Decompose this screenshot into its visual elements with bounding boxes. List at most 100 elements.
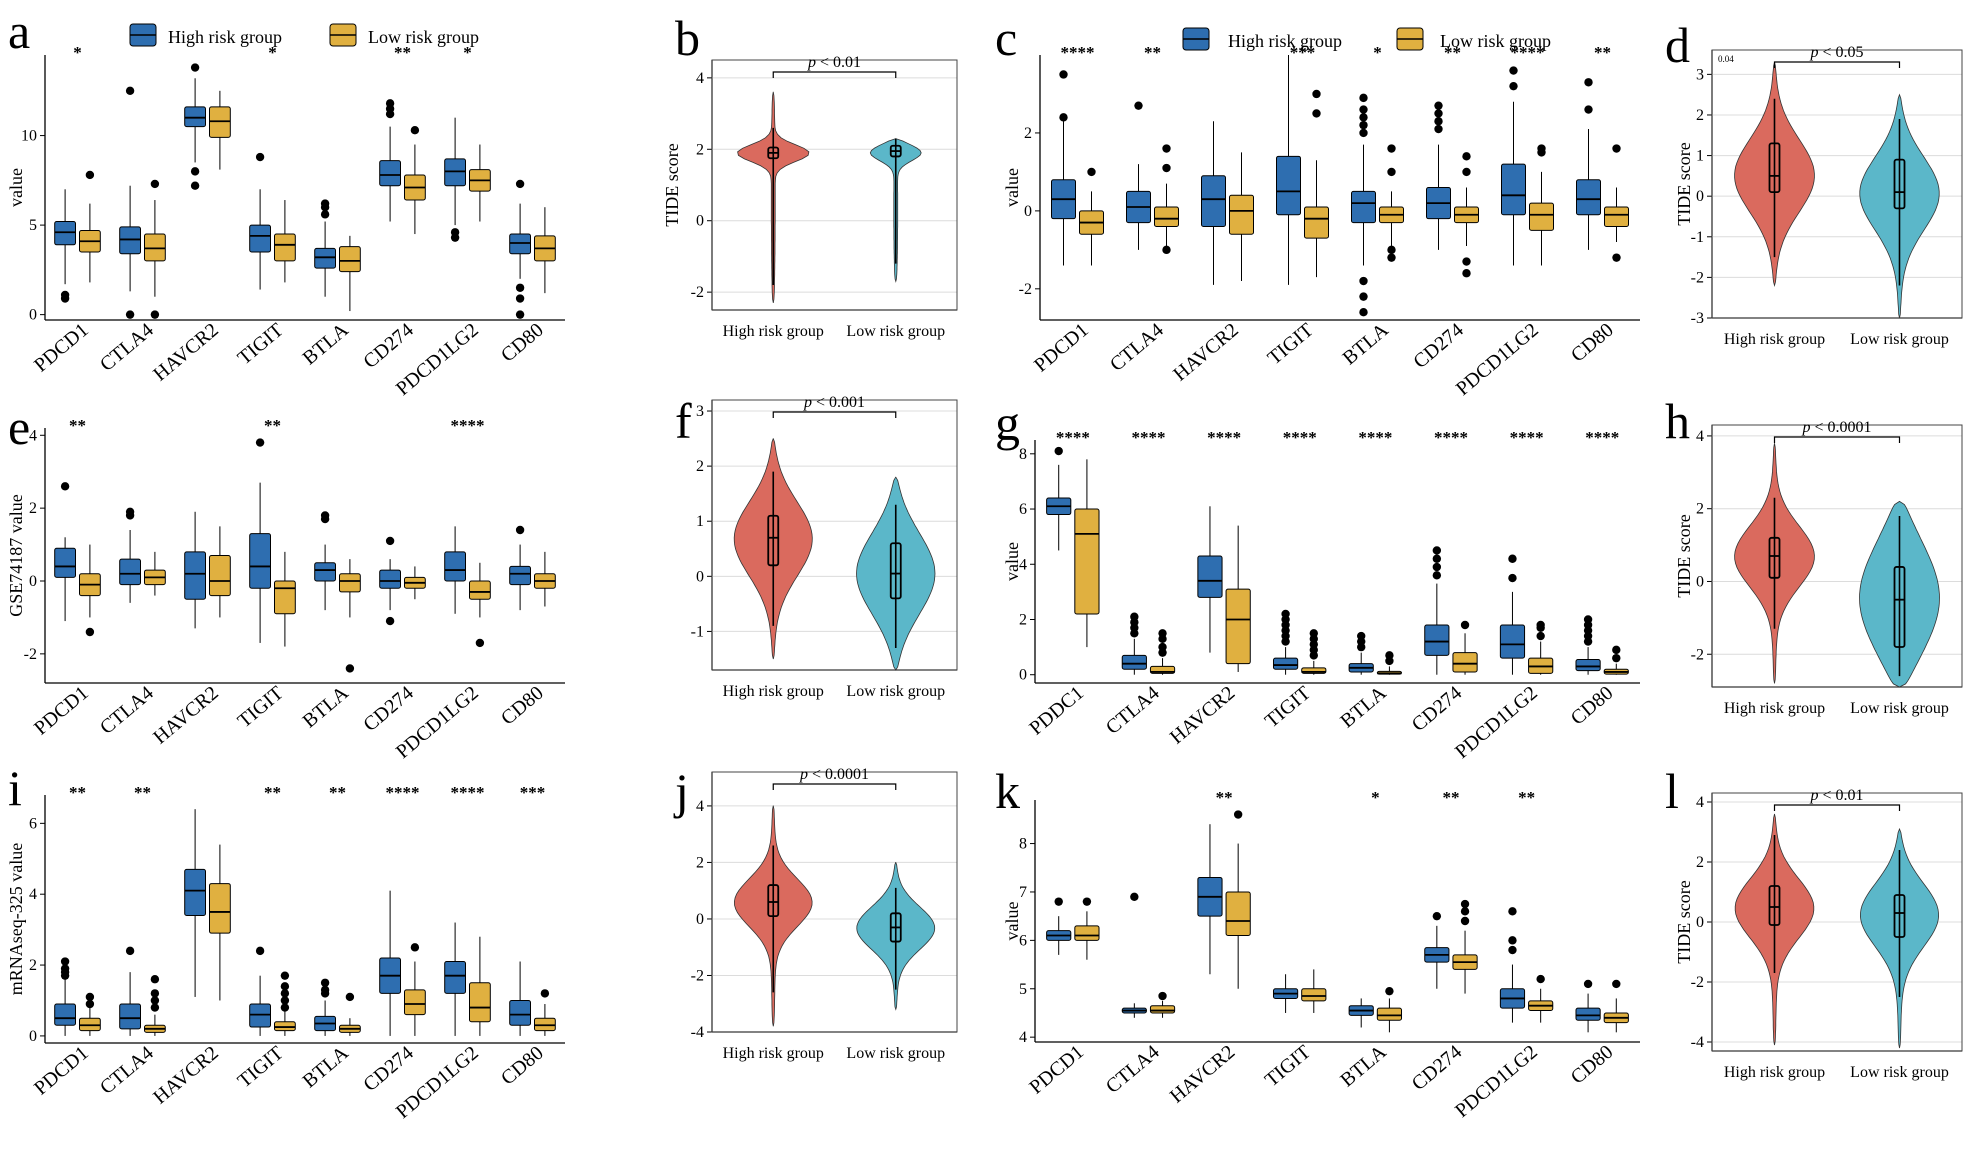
y-tick-label: -2 — [24, 646, 37, 663]
box-iqr — [119, 558, 141, 586]
x-category-label: High risk group — [723, 1045, 824, 1062]
y-tick-label: -2 — [1691, 646, 1704, 663]
outlier-point — [1612, 653, 1621, 663]
low-risk-box — [79, 170, 101, 283]
box-iqr — [339, 573, 361, 593]
box-iqr — [1575, 1007, 1601, 1021]
y-tick-label: 4 — [696, 70, 704, 87]
high-risk-violin — [1734, 443, 1815, 684]
box-iqr — [1501, 163, 1526, 216]
outlier-point — [1130, 612, 1139, 621]
outlier-point — [1434, 101, 1443, 110]
pvalue-label: p < 0.01 — [807, 54, 861, 71]
box-iqr — [1154, 206, 1179, 227]
x-category-label: CD80 — [1567, 1041, 1618, 1089]
plot-frame — [1711, 792, 1963, 1052]
high-risk-box — [1499, 907, 1526, 1023]
outlier-point — [1537, 144, 1546, 153]
box-iqr — [274, 580, 296, 615]
low-risk-box — [469, 562, 491, 648]
significance-label: **** — [1510, 428, 1544, 447]
violin-iqr-box — [1768, 536, 1781, 579]
y-axis-title: mRNAseq-325 value — [6, 843, 26, 995]
outlier-point — [190, 167, 200, 176]
legend-label-low: Low risk group — [368, 27, 479, 47]
outlier-point — [1460, 907, 1470, 916]
outlier-point — [1509, 81, 1518, 91]
high-risk-box — [1272, 609, 1299, 675]
panel-letter-l: l — [1665, 763, 1679, 819]
x-category-label: CD274 — [359, 1042, 417, 1096]
outlier-point — [540, 989, 550, 998]
low-risk-box — [1452, 899, 1478, 994]
outlier-point — [280, 996, 290, 1005]
high-risk-box — [1046, 446, 1072, 551]
y-tick-label: 5 — [1019, 981, 1027, 998]
pvalue-bracket — [772, 411, 897, 418]
box-iqr — [1074, 925, 1100, 941]
high-risk-box — [249, 152, 271, 290]
low-risk-violin — [1859, 93, 1940, 319]
corner-note: 0.04 — [1718, 54, 1734, 64]
high-risk-box — [1426, 101, 1451, 250]
y-axis-title: value — [1002, 542, 1022, 581]
low-risk-box — [1074, 459, 1100, 648]
box-iqr — [1149, 1005, 1176, 1014]
y-tick-label: 6 — [1019, 501, 1027, 518]
low-risk-box — [404, 126, 426, 235]
x-category-label: CD274 — [359, 319, 417, 373]
y-tick-label: 4 — [29, 427, 37, 444]
y-tick-label: 3 — [696, 403, 704, 420]
box-iqr — [54, 1003, 76, 1026]
x-category-label: CTLA4 — [96, 1042, 158, 1099]
high-risk-box — [54, 189, 76, 303]
low-risk-box — [144, 975, 166, 1036]
outlier-point — [1432, 562, 1442, 572]
high-risk-box — [54, 482, 76, 622]
low-risk-box — [469, 936, 491, 1036]
y-axis-title: TIDE score — [1674, 514, 1694, 597]
x-category-label: TIGIT — [1261, 1041, 1315, 1091]
outlier-point — [190, 63, 200, 72]
low-risk-box — [1603, 979, 1629, 1033]
low-risk-violin — [856, 862, 936, 1011]
box-iqr — [209, 555, 231, 597]
outlier-point — [1087, 167, 1096, 177]
outlier-point — [60, 482, 70, 491]
outlier-point — [1281, 609, 1290, 619]
y-tick-label: 2 — [1024, 125, 1032, 142]
outlier-point — [85, 627, 95, 637]
y-tick-label: 4 — [1696, 428, 1704, 445]
y-tick-label: 0 — [29, 573, 37, 590]
y-tick-label: -2 — [691, 967, 704, 984]
significance-label: **** — [1358, 428, 1392, 447]
y-tick-label: 2 — [696, 141, 704, 158]
significance-label: **** — [451, 416, 485, 435]
outlier-point — [1059, 70, 1068, 79]
high-risk-box — [1348, 631, 1374, 675]
low-risk-box — [1225, 810, 1251, 989]
high-risk-box — [509, 525, 532, 611]
high-risk-box — [119, 946, 141, 1036]
x-category-label: PDCD1 — [30, 319, 93, 377]
x-category-label: High risk group — [723, 683, 824, 700]
x-category-label: PDCD1 — [30, 682, 93, 740]
outlier-point — [1460, 916, 1470, 926]
box-iqr — [1576, 179, 1601, 216]
pvalue-label: p < 0.0001 — [1801, 419, 1871, 436]
high-risk-box — [1197, 506, 1223, 653]
high-risk-box — [1576, 78, 1601, 250]
box-iqr — [1604, 206, 1629, 227]
significance-label: ** — [69, 783, 86, 802]
box-iqr — [469, 982, 491, 1023]
x-category-label: CTLA4 — [96, 319, 158, 376]
y-tick-label: 0 — [29, 1028, 37, 1045]
high-risk-box — [119, 507, 141, 603]
violin-iqr-box — [1893, 894, 1906, 938]
high-risk-box — [379, 536, 402, 626]
violin-iqr-box — [889, 542, 902, 600]
x-category-label: PDCD1 — [1025, 1041, 1088, 1099]
outlier-point — [450, 228, 460, 237]
